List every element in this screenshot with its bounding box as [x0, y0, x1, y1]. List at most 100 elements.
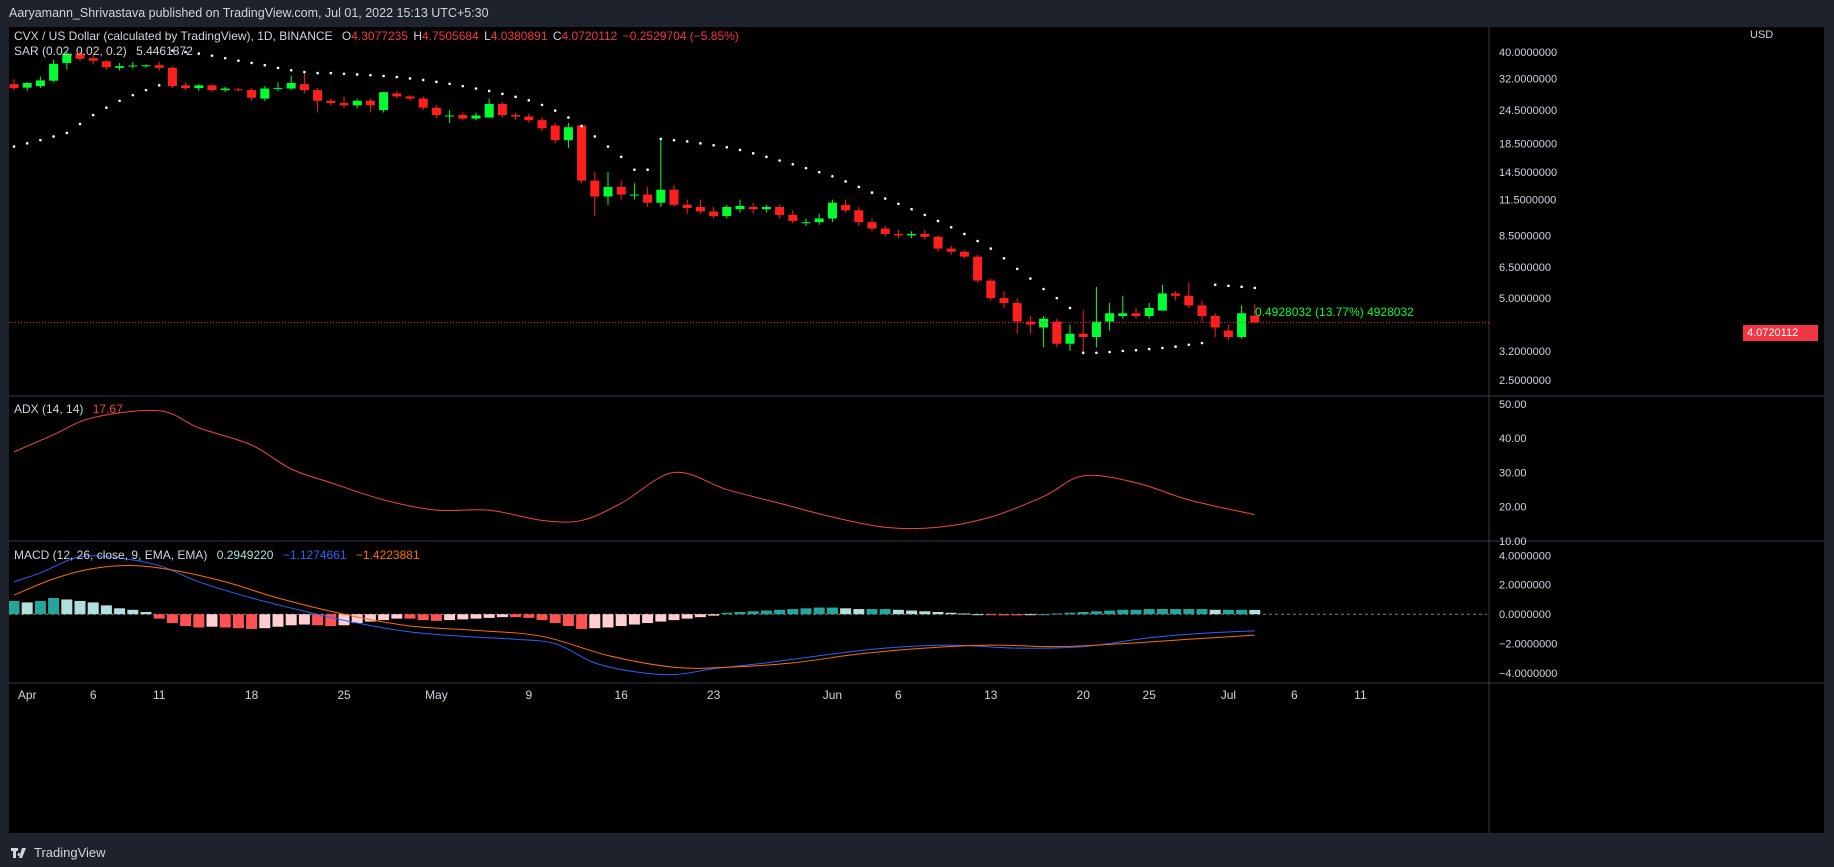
sar-dot	[250, 61, 253, 65]
sar-dot	[659, 137, 663, 141]
sar-dot	[144, 88, 148, 92]
candle-body	[814, 218, 824, 223]
price-tick-label: 32.0000000	[1499, 73, 1557, 85]
candle-body	[1223, 330, 1233, 337]
macd-tick-label: 2.0000000	[1499, 580, 1551, 592]
close-value: 4.0720112	[561, 29, 618, 43]
change-value: −0.2529704 (−5.85%)	[622, 29, 739, 43]
candle-body	[35, 80, 45, 87]
brand-name: TradingView	[34, 845, 106, 860]
candle-body	[986, 280, 996, 299]
candle-body	[405, 96, 415, 99]
candle-body	[181, 85, 191, 89]
sar-dot	[91, 113, 95, 117]
candle	[682, 199, 692, 214]
sar-dot	[329, 71, 333, 75]
candle	[550, 122, 560, 144]
adx-tick-label: 30.00	[1499, 467, 1527, 479]
candle	[497, 102, 507, 118]
candle-body	[629, 194, 639, 196]
candle	[1184, 282, 1194, 308]
sar-dot	[527, 99, 531, 102]
candle-body	[524, 116, 534, 121]
published-line: Aaryamann_Shrivastava published on Tradi…	[9, 6, 489, 20]
sar-dot	[501, 92, 504, 96]
candle-body	[1065, 333, 1075, 344]
macd-label: MACD (12, 26, close, 9, EMA, EMA)	[14, 548, 208, 562]
macd-hist-bar	[879, 609, 891, 615]
candle	[247, 88, 257, 101]
time-tick-label: May	[425, 688, 448, 702]
candle-body	[1012, 302, 1022, 322]
macd-hist-bar	[1249, 609, 1261, 615]
macd-line-value: −1.1274661	[282, 548, 347, 562]
close-label: C	[552, 29, 562, 43]
macd-hist-bar	[602, 614, 614, 628]
macd-hist-bar	[576, 614, 588, 629]
sar-dot	[1227, 284, 1230, 288]
sar-dot	[989, 247, 993, 250]
candle-body	[801, 222, 811, 224]
candle-body	[273, 88, 283, 90]
sar-dot	[738, 148, 742, 152]
candle-body	[207, 85, 217, 91]
sar-dot	[1147, 347, 1151, 351]
sar-dot	[791, 162, 795, 166]
candle-body	[141, 65, 151, 67]
candle-body	[88, 58, 98, 61]
chart-frame[interactable]: 40.0000000 32.0000000 24.5000000 18.5000000…	[8, 27, 1824, 833]
candle	[233, 87, 243, 91]
high-value: 4.7505684	[422, 29, 479, 43]
sar-dot	[778, 159, 781, 162]
candle	[709, 207, 719, 219]
macd-hist-bar	[48, 598, 60, 615]
time-tick-label: 25	[337, 688, 351, 702]
candle-body	[1052, 321, 1062, 344]
macd-hist-bar	[615, 614, 627, 626]
sar-dot	[474, 87, 478, 90]
sar-value: 5.4461872	[136, 44, 193, 58]
candle-body	[339, 103, 349, 106]
currency-label: USD	[1750, 29, 1775, 41]
sar-dot	[685, 140, 689, 143]
adx-label: ADX (14, 14)	[14, 402, 84, 416]
candle-body	[154, 65, 164, 68]
candle-body	[286, 83, 296, 89]
sar-dot	[408, 77, 412, 80]
adx-tick-label: 10.00	[1499, 536, 1527, 548]
candle	[590, 172, 600, 217]
macd-hist-bar	[364, 614, 376, 622]
candle-body	[1210, 315, 1220, 328]
sar-dot	[1253, 286, 1257, 290]
sar-dot	[870, 191, 874, 194]
candle	[128, 61, 138, 69]
candle	[880, 225, 890, 237]
macd-hist-bar	[285, 614, 297, 626]
macd-hist-bar	[562, 614, 574, 626]
candle-body	[9, 84, 19, 89]
macd-hist-bar	[351, 614, 363, 624]
candle	[1039, 315, 1049, 348]
macd-tick-label: 0.0000000	[1499, 609, 1551, 621]
chart-canvas[interactable]: 40.0000000 32.0000000 24.5000000 18.5000000…	[8, 27, 1824, 833]
macd-hist-bar	[1051, 613, 1063, 615]
candle-body	[603, 186, 613, 197]
macd-hist-bar	[985, 614, 997, 616]
adx-tick-label: 50.00	[1499, 399, 1527, 411]
macd-hist-bar	[496, 614, 508, 618]
macd-hist-bar	[140, 612, 152, 615]
candle	[299, 73, 309, 94]
macd-hist-bar	[312, 614, 324, 626]
candle	[154, 61, 164, 71]
candle	[854, 207, 864, 226]
macd-hist-bar	[972, 614, 984, 616]
candle	[1144, 302, 1154, 319]
macd-hist-bar	[787, 609, 799, 615]
candle-body	[999, 298, 1009, 303]
macd-hist-bar	[760, 610, 772, 615]
macd-hist-bar	[8, 600, 20, 615]
sar-dot	[421, 78, 425, 82]
macd-hist-bar	[826, 607, 838, 615]
sar-dot	[910, 207, 913, 211]
macd-hist-bar	[338, 614, 350, 626]
